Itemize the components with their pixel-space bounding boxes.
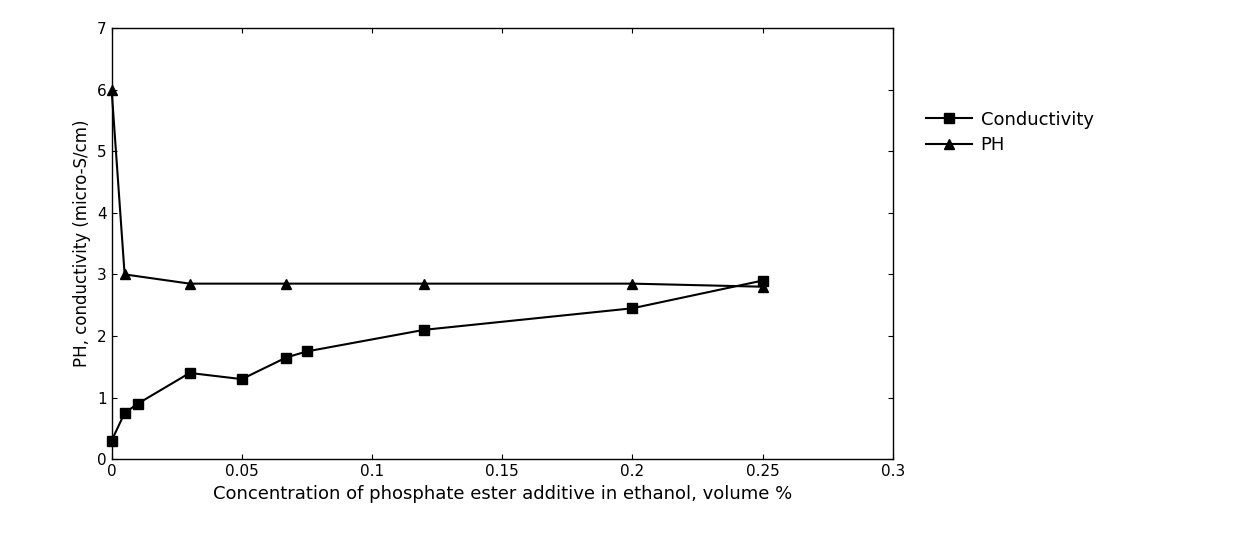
Conductivity	[182, 370, 197, 376]
PH	[417, 281, 432, 287]
Conductivity	[625, 305, 640, 311]
Conductivity	[279, 354, 294, 361]
Y-axis label: PH, conductivity (micro-S/cm): PH, conductivity (micro-S/cm)	[73, 120, 92, 367]
PH	[117, 271, 131, 278]
Conductivity	[104, 437, 119, 444]
PH	[625, 281, 640, 287]
Line: Conductivity: Conductivity	[107, 276, 768, 446]
Conductivity	[117, 410, 131, 417]
Conductivity	[299, 348, 314, 355]
Conductivity	[755, 277, 770, 284]
Conductivity	[130, 400, 145, 407]
Legend: Conductivity, PH: Conductivity, PH	[918, 102, 1102, 163]
Conductivity	[417, 326, 432, 333]
X-axis label: Concentration of phosphate ester additive in ethanol, volume %: Concentration of phosphate ester additiv…	[212, 484, 792, 503]
PH	[755, 283, 770, 290]
PH	[279, 281, 294, 287]
Line: PH: PH	[107, 85, 768, 292]
PH	[104, 86, 119, 93]
PH	[182, 281, 197, 287]
Conductivity	[234, 376, 249, 382]
